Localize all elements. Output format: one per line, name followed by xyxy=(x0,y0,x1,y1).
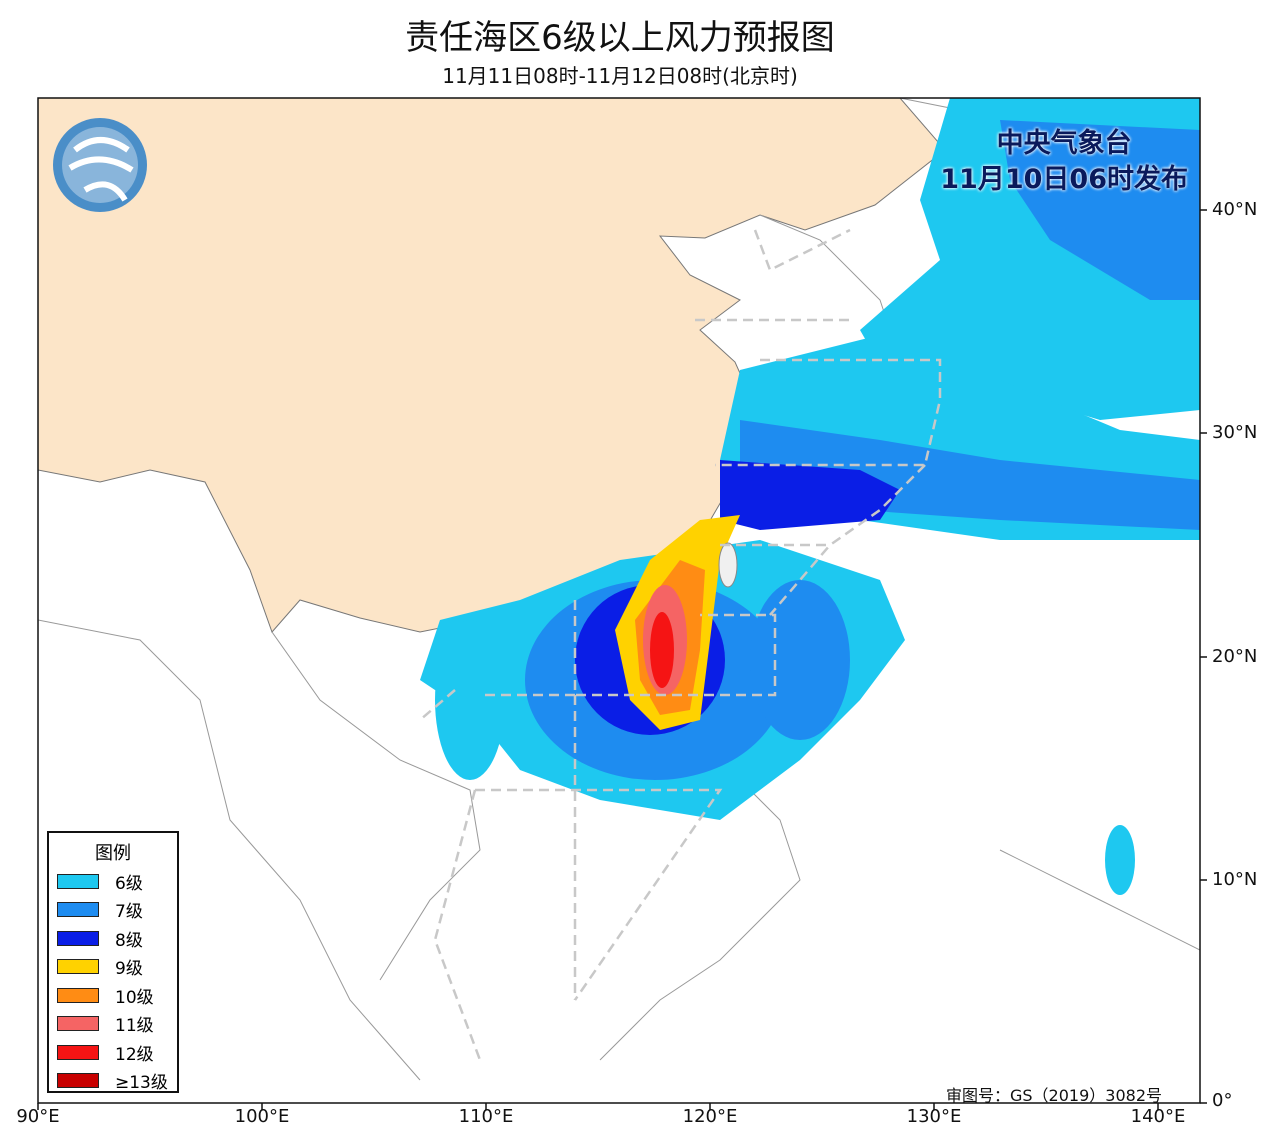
taiwan-island xyxy=(718,542,738,588)
legend-item: 12级 xyxy=(49,1038,177,1067)
issuer-agency: 中央气象台 xyxy=(996,128,1132,159)
lat-label: 20°N xyxy=(1212,646,1258,667)
lon-label: 120°E xyxy=(682,1106,738,1127)
map-subtitle: 11月11日08时-11月12日08时(北京时) xyxy=(442,64,798,88)
legend-title: 图例 xyxy=(95,843,131,864)
lat-label: 30°N xyxy=(1212,422,1258,443)
legend-swatch xyxy=(57,1016,99,1032)
legend-label: 11级 xyxy=(115,1016,154,1037)
legend-item: 11级 xyxy=(49,1010,177,1039)
legend-swatch xyxy=(57,873,99,889)
legend-label: 9级 xyxy=(115,959,143,980)
legend-label: 12级 xyxy=(115,1044,154,1065)
lon-label: 140°E xyxy=(1130,1106,1186,1127)
legend-swatch xyxy=(57,1073,99,1089)
legend-swatch xyxy=(57,902,99,918)
legend-label: 6级 xyxy=(115,873,143,894)
legend-item: 8级 xyxy=(49,924,177,953)
legend-item: 6级 xyxy=(49,867,177,896)
legend-label: 10级 xyxy=(115,987,154,1008)
wind-area-12 xyxy=(650,612,674,688)
legend-item: 7级 xyxy=(49,896,177,925)
legend-label: ≥13级 xyxy=(115,1073,168,1094)
legend-swatch xyxy=(57,987,99,1003)
axis-ticks xyxy=(37,209,1207,1110)
lat-label: 0° xyxy=(1212,1090,1233,1111)
legend: 图例 6级 7级 8级 9级 10级 11级 12级 ≥13级 xyxy=(47,831,179,1093)
legend-swatch xyxy=(57,930,99,946)
lon-label: 100°E xyxy=(234,1106,290,1127)
legend-label: 8级 xyxy=(115,930,143,951)
map-approval-number: 审图号：GS（2019）3082号 xyxy=(946,1086,1162,1105)
lon-label: 130°E xyxy=(906,1106,962,1127)
legend-item: 9级 xyxy=(49,953,177,982)
lat-label: 10°N xyxy=(1212,869,1258,890)
legend-swatch xyxy=(57,959,99,975)
legend-item: ≥13级 xyxy=(49,1067,177,1096)
legend-item: 10级 xyxy=(49,981,177,1010)
sea-zone-boundaries xyxy=(419,228,942,1061)
cma-logo xyxy=(53,118,147,212)
legend-swatch xyxy=(57,1044,99,1060)
map-title: 责任海区6级以上风力预报图 xyxy=(405,18,835,58)
lat-label: 40°N xyxy=(1212,199,1258,220)
lon-label: 90°E xyxy=(16,1106,60,1127)
issue-time: 11月10日06时发布 xyxy=(940,164,1188,195)
legend-label: 7级 xyxy=(115,902,143,923)
issuer-stamp: 中央气象台 11月10日06时发布 xyxy=(940,126,1188,198)
lon-label: 110°E xyxy=(458,1106,514,1127)
map-frame xyxy=(37,97,1201,1104)
